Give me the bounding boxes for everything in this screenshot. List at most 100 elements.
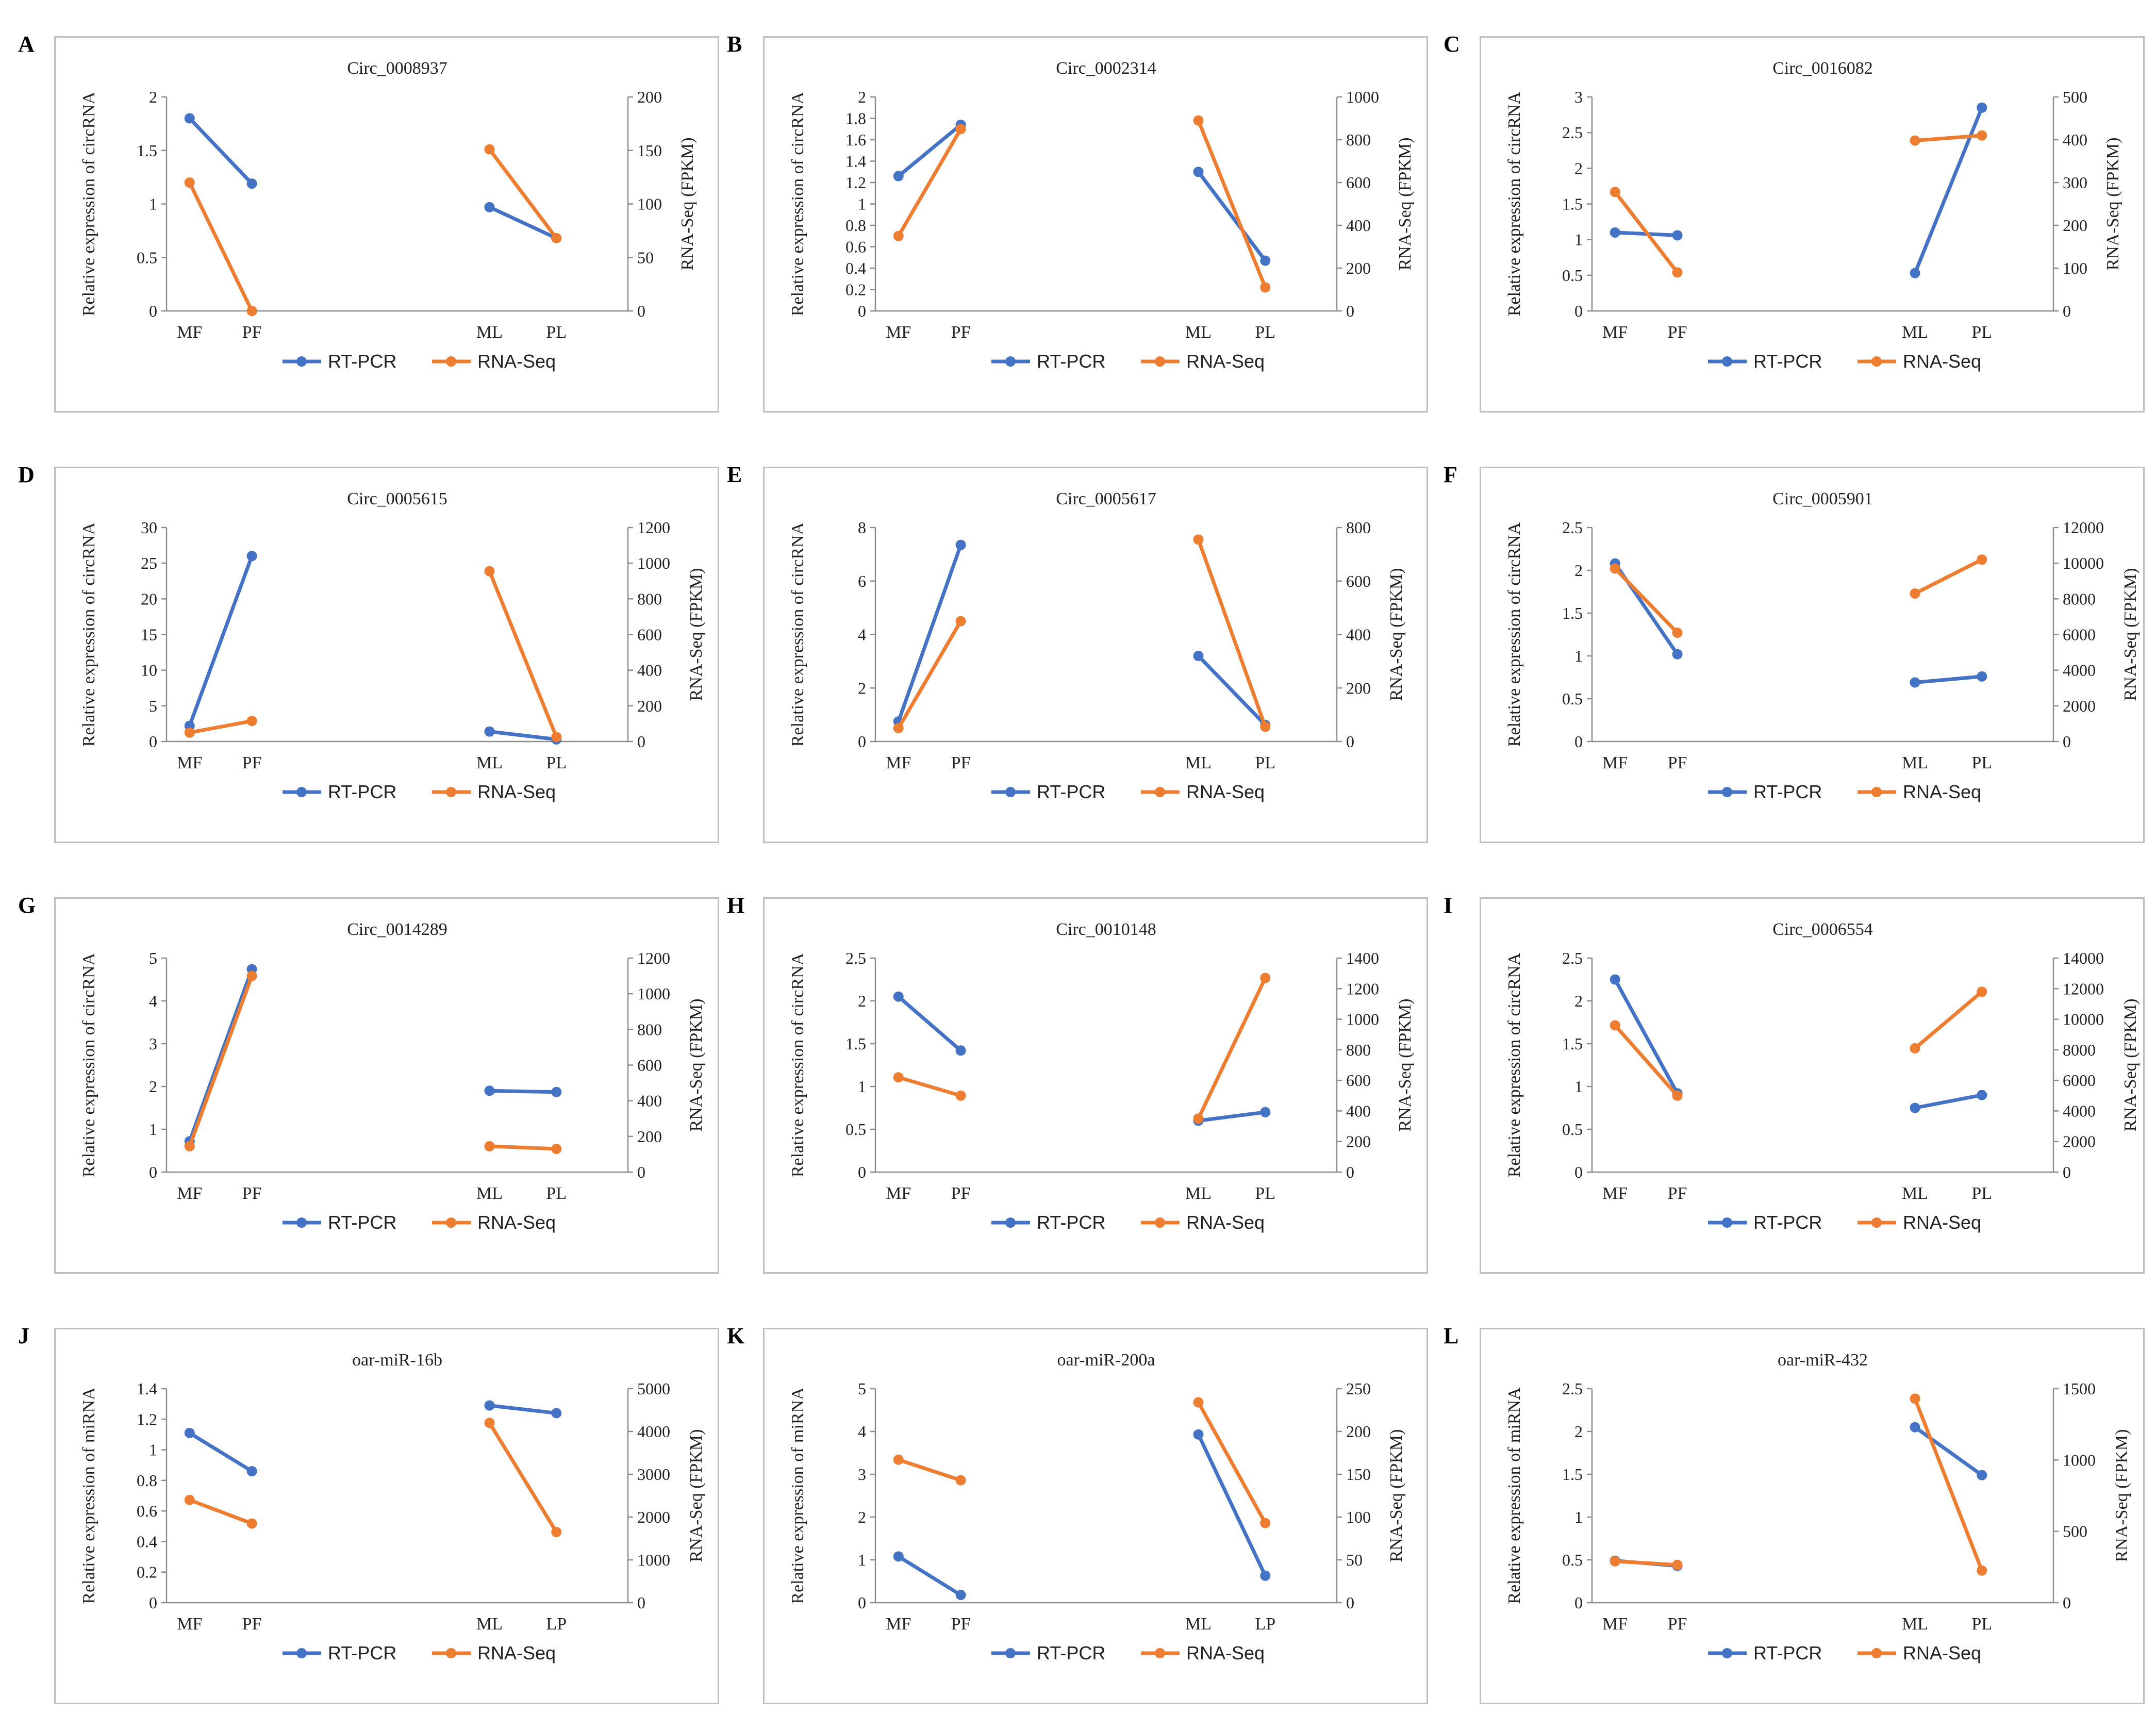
left-tick-label: 2 [1574, 561, 1583, 580]
category-label: PL [546, 753, 567, 772]
left-tick-label: 1 [1574, 1508, 1583, 1526]
legend-label: RNA-Seq [1903, 1212, 1981, 1233]
legend-label: RT-PCR [1037, 1212, 1105, 1233]
series-line-segment [897, 995, 963, 1052]
data-point [1977, 1090, 1987, 1100]
legend-swatch-marker [296, 356, 307, 367]
legend-label: RNA-Seq [477, 1642, 556, 1664]
right-axis-label: RNA-Seq (FPKM) [678, 138, 697, 271]
left-tick-label: 30 [141, 518, 157, 537]
legend-swatch-marker [1155, 1648, 1165, 1658]
right-tick-label: 1000 [2063, 1451, 2096, 1469]
category-label: ML [1902, 1615, 1928, 1634]
series-line-segment [488, 1404, 558, 1415]
left-tick-label: 0 [1574, 1163, 1583, 1181]
data-point [1193, 115, 1204, 126]
left-tick-label: 1 [858, 195, 866, 213]
right-tick-label: 100 [1346, 1508, 1371, 1526]
left-tick-label: 3 [149, 1034, 157, 1053]
left-tick-label: 1 [1574, 1077, 1583, 1096]
line-chart: Circ_0014289 0 1 2 3 4 5 0 200 400 600 800 1000 1200 M… [79, 920, 706, 1233]
left-tick-label: 0 [1574, 732, 1583, 751]
right-tick-label: 200 [637, 697, 662, 715]
left-tick-label: 0 [149, 1163, 157, 1181]
chart-title: oar-miR-200a [1057, 1351, 1155, 1370]
category-label: MF [1602, 1184, 1628, 1203]
data-point [1193, 1113, 1204, 1124]
right-tick-label: 1000 [637, 554, 670, 572]
data-point [1672, 230, 1683, 241]
category-label: PL [1255, 323, 1275, 342]
left-tick-label: 0 [858, 1593, 866, 1612]
right-tick-label: 400 [637, 1092, 662, 1110]
legend-swatch-marker [1005, 787, 1016, 797]
data-point [1977, 554, 1987, 565]
data-point [551, 1144, 562, 1155]
legend-swatch-marker [446, 787, 456, 797]
right-axis-label: RNA-Seq (FPKM) [2121, 999, 2140, 1132]
left-axis-label: Relative expression of circRNA [1505, 522, 1524, 747]
right-tick-label: 0 [637, 302, 645, 320]
data-point [1910, 677, 1920, 688]
legend-label: RT-PCR [328, 351, 396, 372]
left-tick-label: 2.5 [1562, 123, 1583, 142]
series-line-segment [488, 569, 558, 739]
line-chart: Circ_000231400.20.40.60.811.21.41.61.820… [788, 59, 1415, 372]
legend-swatch-marker [1722, 356, 1732, 367]
left-tick-label: 2 [1574, 159, 1583, 177]
legend-swatch-marker [1722, 1648, 1732, 1658]
left-tick-label: 0 [1574, 1593, 1583, 1612]
category-label: ML [1185, 753, 1212, 772]
data-point [1672, 628, 1683, 638]
right-tick-label: 1000 [637, 1551, 670, 1569]
right-tick-label: 400 [2063, 130, 2087, 149]
legend-swatch-marker [1871, 356, 1882, 367]
data-point [484, 144, 495, 155]
data-point [1910, 135, 1920, 146]
category-label: ML [1185, 1615, 1212, 1634]
line-chart: Circ_0005615 0 5 10 15 20 25 30 0 200 400 600 800 100… [79, 489, 706, 802]
left-tick-label: 1.2 [137, 1410, 157, 1428]
data-point [1193, 651, 1204, 661]
data-point [1977, 671, 1987, 682]
legend-label: RT-PCR [328, 781, 396, 802]
right-tick-label: 600 [637, 1056, 662, 1075]
right-tick-label: 2000 [2063, 1132, 2096, 1151]
series-line-segment [1913, 1425, 1984, 1477]
series-line-segment [1197, 976, 1267, 1121]
right-axis-label: RNA-Seq (FPKM) [687, 999, 706, 1132]
chart-panel: Circ_0014289 0 1 2 3 4 5 0 200 400 600 800 1000 1200 M… [54, 897, 719, 1274]
line-chart: Circ_0008937 0 0.5 1 1.5 2 0 50 100 150 200 MF PF ML P… [79, 59, 697, 372]
right-tick-label: 6000 [2063, 625, 2096, 644]
legend-swatch-marker [1871, 1648, 1882, 1658]
category-label: MF [177, 753, 202, 772]
data-point [1672, 1090, 1683, 1101]
legend-label: RNA-Seq [1186, 1642, 1265, 1664]
left-tick-label: 0.5 [1562, 1551, 1583, 1569]
right-tick-label: 12000 [2063, 518, 2104, 537]
left-tick-label: 20 [141, 589, 157, 608]
right-tick-label: 200 [1346, 1422, 1371, 1441]
right-tick-label: 4000 [2063, 1101, 2096, 1120]
series-line-segment [188, 719, 254, 735]
category-label: PL [546, 1184, 567, 1203]
left-tick-label: 0 [1574, 302, 1583, 320]
data-point [1910, 1043, 1920, 1053]
right-tick-label: 100 [2063, 259, 2087, 277]
right-axis-label: RNA-Seq (FPKM) [1387, 1429, 1406, 1562]
category-label: PF [242, 1615, 262, 1634]
legend-label: RT-PCR [1037, 351, 1105, 372]
right-axis-label: RNA-Seq (FPKM) [2103, 138, 2122, 271]
left-tick-label: 1 [1574, 230, 1583, 249]
series-line-segment [897, 1554, 963, 1597]
category-label: PL [1971, 1615, 1992, 1634]
left-tick-label: 0.4 [845, 259, 866, 277]
right-tick-label: 10000 [2063, 554, 2104, 572]
panel-letter: D [18, 462, 35, 487]
data-point [1910, 1422, 1920, 1432]
series-line-segment [897, 543, 963, 723]
legend-label: RT-PCR [1753, 1212, 1822, 1233]
legend-label: RT-PCR [1753, 781, 1822, 802]
right-tick-label: 4000 [2063, 661, 2096, 680]
left-tick-label: 1.4 [845, 152, 866, 171]
